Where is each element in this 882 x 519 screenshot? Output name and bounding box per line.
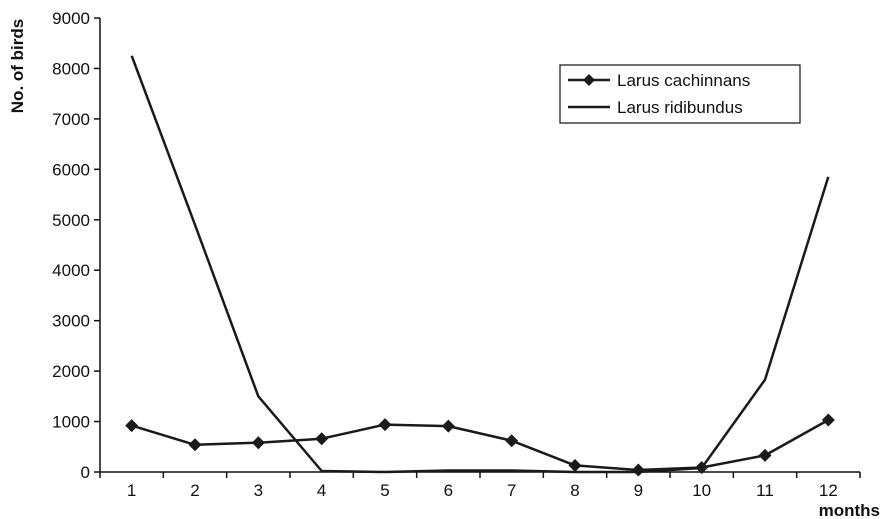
x-axis-title: months (819, 501, 880, 519)
y-axis-title: No. of birds (8, 19, 27, 113)
x-tick-label: 1 (127, 481, 136, 500)
y-tick-label: 7000 (52, 110, 90, 129)
legend-label-larus-ridibundus: Larus ridibundus (617, 98, 743, 117)
series-layer (125, 55, 835, 477)
x-tick-label: 8 (570, 481, 579, 500)
data-point-larus-cachinnans (188, 438, 202, 452)
y-tick-label: 0 (81, 463, 90, 482)
x-tick-label: 9 (634, 481, 643, 500)
data-point-larus-cachinnans (758, 448, 772, 462)
x-tick-label: 7 (507, 481, 516, 500)
x-ticks: 1 2 3 4 5 6 7 8 9 10 11 12 (99, 472, 861, 500)
series-line-larus-ridibundus (130, 55, 830, 474)
legend-box (559, 64, 801, 124)
data-point-larus-cachinnans (821, 413, 835, 427)
y-tick-label: 3000 (52, 312, 90, 331)
legend: Larus cachinnans Larus ridibundus (559, 64, 801, 124)
y-tick-label: 1000 (52, 413, 90, 432)
legend-label-larus-cachinnans: Larus cachinnans (617, 71, 750, 90)
x-tick-label: 11 (756, 481, 774, 500)
x-tick-label: 6 (444, 481, 453, 500)
x-tick-label: 3 (254, 481, 263, 500)
data-point-larus-cachinnans (251, 436, 265, 450)
data-point-larus-cachinnans (568, 458, 582, 472)
y-tick-label: 6000 (52, 160, 90, 179)
legend-marker-larus-cachinnans (583, 74, 595, 86)
data-point-larus-cachinnans (315, 432, 329, 446)
y-tick-label: 8000 (52, 59, 90, 78)
data-point-larus-cachinnans (378, 418, 392, 432)
x-tick-label: 10 (692, 481, 711, 500)
x-tick-label: 4 (317, 481, 326, 500)
data-point-larus-cachinnans (125, 419, 139, 433)
data-point-larus-cachinnans (631, 463, 645, 477)
data-point-larus-cachinnans (441, 419, 455, 433)
y-tick-label: 5000 (52, 211, 90, 230)
y-tick-label: 2000 (52, 362, 90, 381)
data-point-larus-cachinnans (505, 434, 519, 448)
x-tick-label: 12 (819, 481, 838, 500)
y-ticks: 0 1000 2000 3000 4000 5000 6000 7000 8000 9000 (52, 9, 100, 482)
y-tick-label: 9000 (52, 9, 90, 28)
series-line-larus-cachinnans (131, 418, 829, 472)
x-tick-label: 2 (190, 481, 199, 500)
x-tick-label: 5 (380, 481, 389, 500)
y-tick-label: 4000 (52, 261, 90, 280)
